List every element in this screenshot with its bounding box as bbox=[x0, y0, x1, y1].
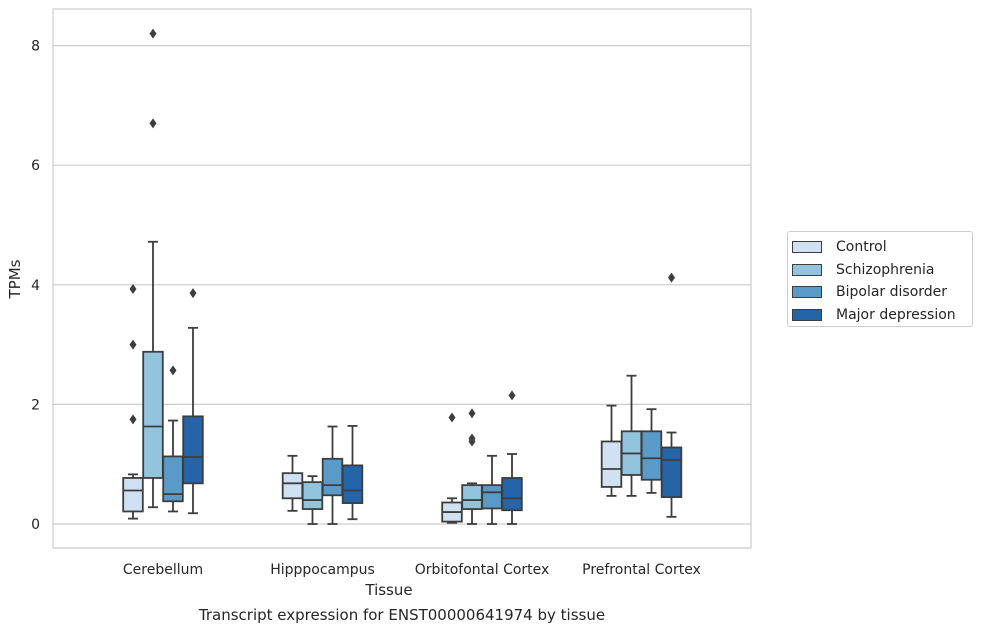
y-tick-label: 8 bbox=[31, 39, 40, 55]
box-iqr bbox=[461, 484, 483, 510]
box-major-depression bbox=[501, 390, 523, 525]
chart-caption: Transcript expression for ENST0000064197… bbox=[198, 606, 606, 624]
outlier-point bbox=[169, 365, 177, 376]
x-tick-label: Hipppocampus bbox=[270, 562, 375, 578]
x-tick-label: Cerebellum bbox=[123, 562, 203, 578]
box-iqr bbox=[301, 481, 324, 510]
outlier-point bbox=[129, 283, 137, 294]
outlier-point bbox=[448, 412, 456, 423]
x-axis-label: Tissue bbox=[364, 581, 412, 599]
box-control bbox=[600, 404, 623, 497]
box-control bbox=[281, 454, 304, 512]
box-schizophrenia bbox=[461, 408, 483, 525]
box-iqr bbox=[600, 440, 623, 488]
outlier-point bbox=[468, 408, 476, 419]
box-schizophrenia bbox=[142, 28, 164, 509]
legend-item-control: Control bbox=[792, 236, 972, 259]
x-tick-label: Orbitofontal Cortex bbox=[415, 562, 550, 578]
box-control bbox=[441, 412, 463, 524]
box-major-depression bbox=[341, 425, 364, 521]
outlier-point bbox=[668, 272, 675, 283]
x-tick-labels: Cerebellum Hipppocampus Orbitofontal Corte… bbox=[123, 562, 701, 578]
legend: Control Schizophrenia Bipolar disorder M… bbox=[787, 231, 973, 327]
y-tick-label: 2 bbox=[31, 397, 40, 413]
y-tick-label: 6 bbox=[31, 158, 40, 174]
legend-item-bipolar-disorder: Bipolar disorder bbox=[792, 281, 972, 304]
box-iqr bbox=[281, 472, 304, 500]
legend-label: Schizophrenia bbox=[836, 261, 935, 278]
y-tick-label: 0 bbox=[31, 517, 40, 533]
outlier-point bbox=[508, 390, 516, 401]
box-iqr bbox=[142, 350, 164, 479]
outlier-point bbox=[149, 28, 157, 39]
outlier-point bbox=[468, 433, 476, 444]
x-tick-label: Prefrontal Cortex bbox=[582, 562, 701, 578]
y-tick-labels: 0 2 4 6 8 bbox=[31, 39, 40, 533]
box-groups bbox=[122, 28, 683, 525]
legend-swatch bbox=[792, 263, 822, 276]
box-schizophrenia bbox=[620, 374, 643, 497]
grid-lines bbox=[53, 44, 751, 525]
legend-label: Control bbox=[836, 239, 887, 256]
outlier-point bbox=[129, 414, 137, 425]
legend-item-schizophrenia: Schizophrenia bbox=[792, 259, 972, 282]
box-control bbox=[122, 283, 144, 520]
box-iqr bbox=[660, 446, 683, 498]
box-iqr bbox=[501, 477, 523, 512]
outlier-point bbox=[129, 339, 137, 350]
box-major-depression bbox=[182, 288, 204, 515]
box-iqr bbox=[640, 430, 663, 481]
legend-item-major-depression: Major depression bbox=[792, 304, 972, 327]
outlier-point bbox=[189, 288, 197, 299]
legend-swatch bbox=[792, 286, 822, 299]
outlier-point bbox=[149, 118, 157, 129]
box-major-depression bbox=[660, 272, 683, 518]
box-iqr bbox=[182, 415, 204, 485]
box-iqr bbox=[321, 457, 344, 497]
legend-label: Bipolar disorder bbox=[836, 284, 948, 301]
legend-label: Major depression bbox=[836, 306, 956, 323]
y-tick-label: 4 bbox=[31, 278, 40, 294]
y-axis-label: TPMs bbox=[6, 259, 24, 299]
box-iqr bbox=[341, 464, 364, 504]
legend-swatch bbox=[792, 241, 822, 254]
box-iqr bbox=[122, 477, 144, 513]
legend-swatch bbox=[792, 308, 822, 321]
box-iqr bbox=[481, 484, 503, 510]
